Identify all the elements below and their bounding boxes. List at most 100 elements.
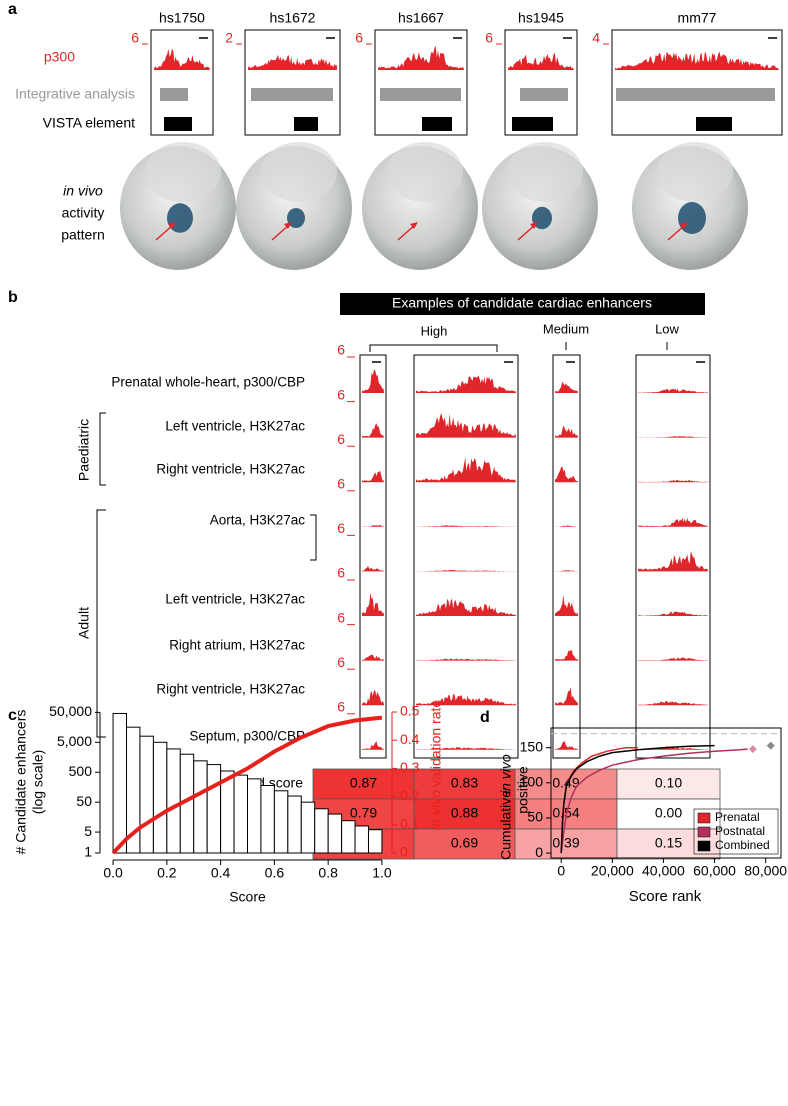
stain — [167, 203, 193, 233]
score-value: 0.39 — [552, 835, 579, 851]
integrative-bar — [520, 88, 568, 101]
track-box — [244, 29, 341, 136]
element-name: mm77 — [678, 10, 717, 26]
y-label: # Candidate enhancers — [13, 710, 29, 855]
row-label: pattern — [61, 227, 105, 243]
embryo-head — [387, 142, 463, 202]
scale-label: 6 — [337, 699, 345, 715]
legend-label: Prenatal — [715, 810, 760, 824]
bar — [314, 808, 329, 854]
signal-track — [555, 425, 578, 438]
y2-label: In vivo — [428, 790, 444, 831]
signal-track — [555, 569, 578, 572]
series-line — [560, 744, 715, 854]
plot-frame — [550, 727, 782, 859]
bar — [273, 790, 289, 854]
signal-track — [362, 654, 384, 661]
arrow-head — [680, 222, 688, 229]
x-tick-label: 0.4 — [211, 865, 231, 881]
row-label: Right ventricle, H3K27ac — [156, 462, 305, 477]
x-tick-label: 1.0 — [372, 865, 392, 881]
scale-label: 6 — [337, 476, 345, 492]
row-label: Septum, p300/CBP — [189, 729, 305, 744]
row-label: VISTA element — [43, 115, 135, 131]
series-line — [560, 748, 748, 854]
arrow-head — [168, 222, 176, 229]
bar — [300, 801, 316, 854]
bar — [112, 712, 128, 854]
track-box — [611, 29, 783, 136]
signal-track — [638, 436, 708, 438]
embryo-head — [145, 142, 221, 202]
arrow-head — [284, 222, 292, 229]
signal-track — [154, 48, 210, 70]
bar — [139, 735, 154, 854]
bracket — [96, 509, 106, 738]
x-label: Score rank — [629, 888, 702, 905]
signal-track — [416, 694, 516, 706]
bar — [260, 785, 275, 854]
legend-swatch — [697, 812, 711, 824]
header-bg — [340, 293, 705, 315]
row-label: Aorta, H3K27ac — [210, 513, 306, 528]
y-tick-label: 150 — [520, 738, 544, 754]
signal-track — [378, 45, 464, 70]
y-label: Cumulative — [498, 790, 514, 860]
signal-track — [555, 525, 578, 527]
x-tick-label: 0.2 — [157, 865, 177, 881]
signal-track — [638, 480, 708, 483]
row-label: Integrative analysis — [15, 86, 135, 102]
bar — [327, 813, 343, 854]
embryo-head — [261, 142, 337, 202]
score-cell — [413, 828, 516, 860]
vista-bar — [422, 117, 452, 131]
bar — [152, 741, 168, 854]
x-tick-label: 20,000 — [591, 863, 634, 879]
track-box — [413, 354, 519, 759]
vista-bar — [164, 117, 192, 131]
signal-track — [416, 413, 516, 438]
end-point — [748, 745, 757, 754]
signal-track — [555, 382, 578, 393]
vista-bar — [512, 117, 553, 131]
y-label: in vivo — [498, 754, 514, 794]
panel-letter: c — [8, 707, 17, 724]
signal-track — [362, 369, 384, 393]
end-point — [766, 741, 775, 750]
y2-label: validation rate — [428, 700, 444, 787]
y2-tick-label: 0.4 — [400, 731, 420, 747]
row-label: activity — [62, 205, 105, 221]
y2-tick-label: 0.5 — [400, 703, 420, 719]
score-value: 0.00 — [655, 805, 682, 821]
score-cell — [312, 768, 415, 800]
signal-track — [638, 657, 708, 661]
panel-letter: a — [8, 1, 17, 18]
score-value: 0.69 — [451, 835, 478, 851]
group-label: Paediatric — [76, 419, 92, 481]
signal-track — [555, 595, 578, 616]
integrative-bar — [380, 88, 461, 101]
embryo-head — [507, 142, 583, 202]
y-tick-label: 50,000 — [49, 703, 92, 719]
x-label: Score — [229, 889, 266, 905]
element-name: hs1945 — [518, 10, 564, 26]
signal-track — [362, 524, 384, 527]
signal-track — [362, 741, 384, 750]
group-label: Medium — [543, 321, 589, 336]
panel-letter: b — [8, 289, 18, 306]
bar — [166, 748, 181, 854]
bar — [193, 760, 208, 854]
legend-label: Combined — [715, 838, 770, 852]
scale-label: 2 — [225, 30, 233, 46]
scale-label: 6 — [131, 30, 139, 46]
signal-track — [555, 650, 578, 661]
scale-label: 6 — [337, 520, 345, 536]
row-label: Left ventricle, H3K27ac — [165, 419, 305, 434]
signal-track — [615, 51, 779, 70]
scale-label: 6 — [337, 654, 345, 670]
group-label: High — [421, 323, 448, 338]
signal-track — [555, 741, 578, 750]
y-tick-label: 50 — [527, 809, 543, 825]
score-value: 0.49 — [552, 775, 579, 791]
signal-track — [362, 593, 384, 616]
